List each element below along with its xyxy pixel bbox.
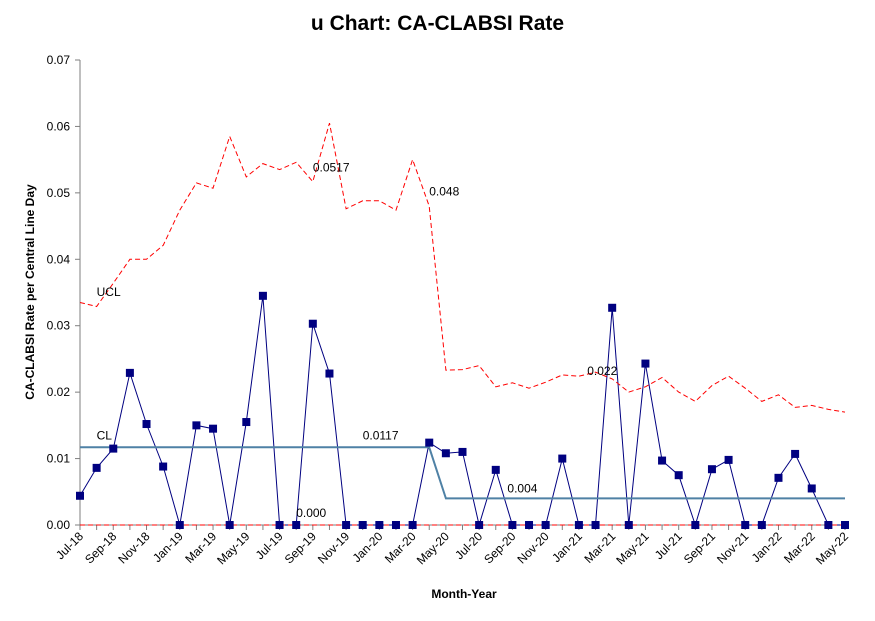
rate-point (308, 319, 317, 328)
rate-point (325, 369, 334, 378)
y-tick-label: 0.00 (47, 518, 71, 532)
rate-point (791, 449, 800, 458)
annotations: UCL CL 0.0517 0.048 0.0117 0.000 0.004 0.022 (97, 161, 618, 520)
x-tick-label: Sep-21 (681, 529, 718, 566)
y-tick-label: 0.04 (47, 252, 71, 266)
rate-point (458, 447, 467, 456)
rate-point (358, 521, 367, 529)
x-tick-label: Nov-20 (515, 529, 552, 566)
y-tick-label: 0.01 (47, 452, 71, 466)
rate-point (76, 491, 84, 500)
x-tick-label: Nov-21 (714, 529, 751, 566)
rate-line (79, 295, 845, 527)
rate-point (242, 418, 251, 427)
rate-point (658, 456, 667, 465)
y-tick-label: 0.07 (47, 53, 71, 67)
rate-point (342, 521, 351, 529)
rate-point (275, 521, 284, 529)
y-tick-label: 0.03 (47, 319, 71, 333)
rate-point (142, 420, 151, 429)
x-tick-label: Jan-19 (150, 529, 186, 565)
x-tick-label: Jul-19 (253, 529, 286, 562)
cl-line (80, 446, 845, 500)
rate-point (724, 455, 733, 464)
rate-point (391, 521, 400, 529)
rate-point (774, 473, 783, 482)
rate-point (691, 521, 700, 529)
rate-point (841, 521, 849, 529)
x-tick-label: Jul-21 (652, 529, 685, 562)
x-tick-label: Sep-18 (82, 529, 119, 566)
annotation-label: 0.000 (296, 506, 326, 520)
x-tick-label: Mar-19 (182, 529, 219, 566)
rate-point (624, 521, 633, 529)
annotation-label: 0.0517 (313, 161, 350, 175)
x-tick-label: Sep-19 (282, 529, 319, 566)
x-tick-label: May-20 (414, 529, 452, 567)
x-tick-label: Jul-20 (452, 529, 485, 562)
rate-point (92, 463, 101, 472)
x-tick-label: Jan-22 (749, 529, 785, 565)
rate-point (674, 471, 683, 480)
ucl-line (79, 122, 846, 413)
annotation-label: UCL (97, 285, 121, 299)
rate-point (541, 521, 550, 529)
x-tick-label: Nov-19 (315, 529, 352, 566)
rate-point (209, 424, 218, 433)
series-lines (79, 122, 846, 527)
rate-point (824, 521, 833, 529)
rate-point (741, 521, 750, 529)
rate-point (591, 521, 600, 529)
rate-point (508, 521, 517, 529)
x-tick-label: Mar-20 (382, 529, 419, 566)
rate-point (491, 465, 500, 474)
rate-point (408, 521, 417, 529)
data-points (76, 291, 849, 529)
x-tick-label: Sep-20 (481, 529, 518, 566)
rate-point (292, 521, 301, 529)
y-axis-title: CA-CLABSI Rate per Central Line Day (23, 184, 37, 400)
rate-point (425, 438, 434, 447)
chart-title: u Chart: CA-CLABSI Rate (310, 12, 565, 35)
rate-point (707, 465, 716, 474)
x-tick-label: May-19 (214, 529, 252, 567)
rate-point (807, 484, 816, 493)
rate-point (574, 521, 583, 529)
y-tick-label: 0.05 (47, 186, 71, 200)
rate-point (757, 521, 766, 529)
y-ticks: 0.00 0.01 0.02 0.03 0.04 0.05 0.06 0.07 (47, 53, 80, 532)
x-axis-title: Month-Year (431, 587, 497, 601)
rate-point (441, 449, 450, 458)
annotation-label: 0.0117 (363, 428, 399, 442)
x-tick-label: Nov-18 (115, 529, 152, 566)
rate-point (475, 521, 484, 529)
x-tick-label: Jan-21 (549, 529, 585, 565)
rate-point (558, 454, 567, 463)
annotation-label: CL (97, 428, 113, 442)
rate-point (225, 521, 234, 529)
y-tick-label: 0.02 (47, 385, 71, 399)
rate-point (608, 303, 617, 312)
x-tick-label: May-21 (613, 529, 651, 567)
x-tick-label: Mar-21 (582, 529, 619, 566)
rate-point (125, 368, 134, 377)
x-tick-label: Jul-18 (53, 529, 86, 562)
x-tick-label: Jan-20 (350, 529, 386, 565)
rate-point (192, 421, 201, 430)
rate-point (525, 521, 534, 529)
rate-point (641, 359, 650, 368)
annotation-label: 0.048 (429, 185, 459, 199)
annotation-label: 0.004 (507, 481, 537, 495)
y-tick-label: 0.06 (47, 119, 71, 133)
rate-point (258, 291, 267, 300)
rate-point (109, 444, 118, 453)
x-tick-label: Mar-22 (781, 529, 818, 566)
annotation-label: 0.022 (587, 364, 617, 378)
rate-point (175, 521, 184, 529)
rate-point (159, 462, 168, 471)
rate-point (375, 521, 384, 529)
x-tick-label: May-22 (813, 529, 851, 567)
